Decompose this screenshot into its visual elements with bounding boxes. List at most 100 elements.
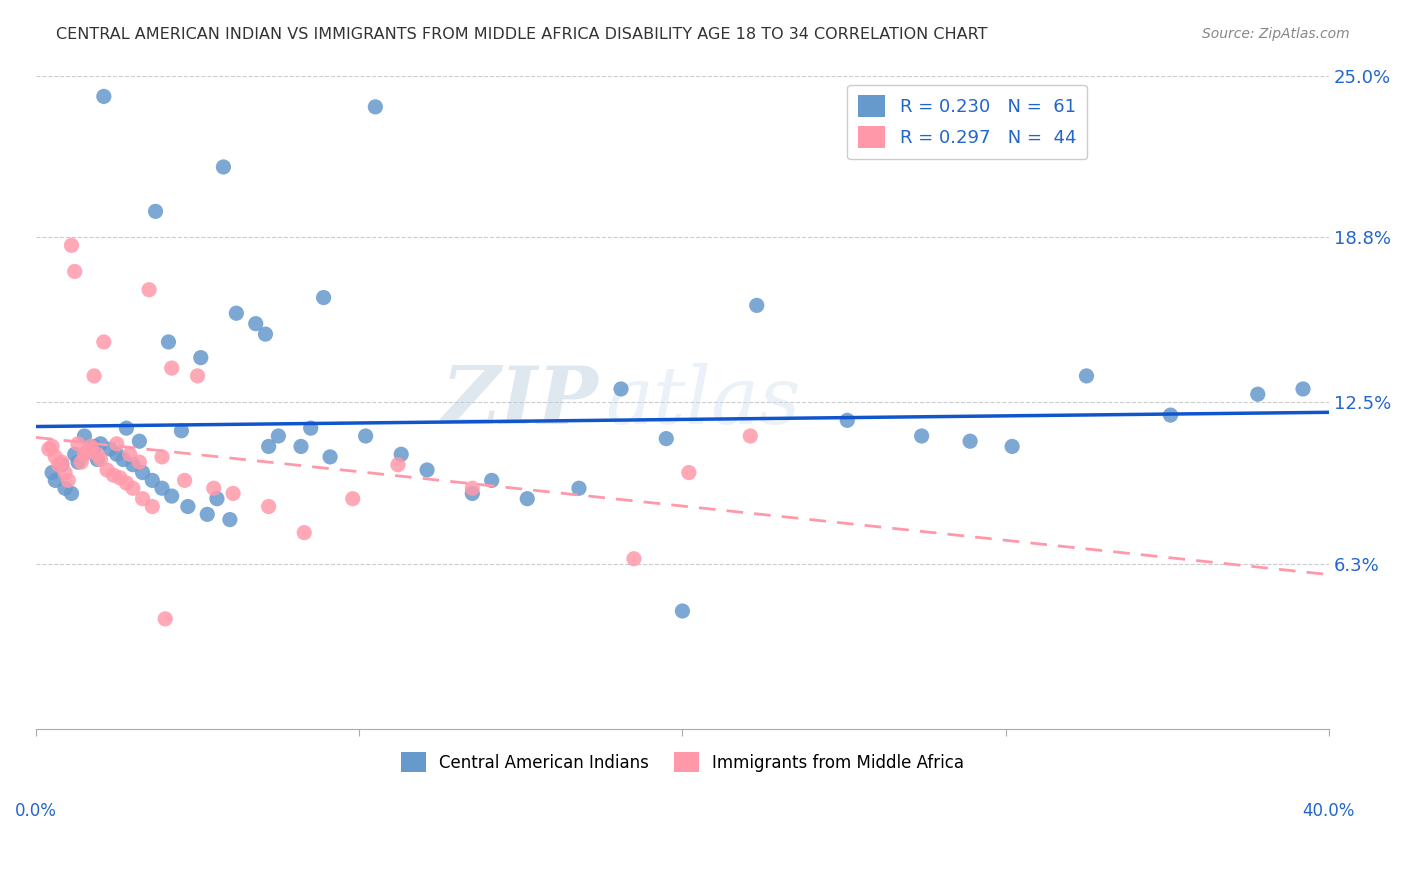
Text: ZIP: ZIP [441, 363, 599, 441]
Point [837, 413, 859, 427]
Point [58, 474, 80, 488]
Point [389, 447, 412, 461]
Point [41, 439, 63, 453]
Point [90, 452, 112, 467]
Point [122, 481, 145, 495]
Text: 0.0%: 0.0% [15, 802, 56, 820]
Point [53, 481, 76, 495]
Point [66, 455, 89, 469]
Point [41, 466, 63, 480]
Point [205, 491, 228, 506]
Point [671, 604, 693, 618]
Point [745, 298, 768, 312]
Point [131, 466, 153, 480]
Point [60, 238, 83, 252]
Point [60, 486, 83, 500]
Point [150, 450, 173, 464]
Point [90, 437, 112, 451]
Point [80, 439, 103, 453]
Point [53, 466, 76, 480]
Point [83, 439, 105, 453]
Point [610, 382, 633, 396]
Point [108, 471, 131, 485]
Point [155, 612, 177, 626]
Point [131, 491, 153, 506]
Point [257, 439, 280, 453]
Point [160, 489, 183, 503]
Point [202, 481, 225, 495]
Point [319, 450, 342, 464]
Point [212, 160, 235, 174]
Point [98, 442, 121, 456]
Point [364, 100, 387, 114]
Point [910, 429, 932, 443]
Point [1001, 439, 1024, 453]
Point [342, 491, 364, 506]
Point [73, 429, 96, 443]
Point [416, 463, 439, 477]
Point [86, 447, 108, 461]
Point [678, 466, 700, 480]
Point [141, 500, 163, 514]
Point [145, 204, 167, 219]
Point [1076, 368, 1098, 383]
Point [177, 500, 200, 514]
Point [254, 327, 277, 342]
Point [51, 455, 73, 469]
Point [290, 439, 312, 453]
Text: atlas: atlas [605, 363, 800, 441]
Point [655, 432, 678, 446]
Point [959, 434, 981, 449]
Point [128, 434, 150, 449]
Point [63, 447, 86, 461]
Point [195, 508, 218, 522]
Point [138, 283, 160, 297]
Text: 40.0%: 40.0% [1303, 802, 1355, 820]
Point [299, 421, 322, 435]
Point [83, 368, 105, 383]
Point [354, 429, 377, 443]
Point [63, 264, 86, 278]
Point [118, 447, 141, 461]
Point [740, 429, 762, 443]
Point [105, 447, 128, 461]
Point [1160, 408, 1182, 422]
Point [516, 491, 538, 506]
Point [222, 486, 245, 500]
Point [481, 474, 503, 488]
Point [115, 475, 138, 490]
Legend: R = 0.230   N =  61, R = 0.297   N =  44: R = 0.230 N = 61, R = 0.297 N = 44 [848, 85, 1087, 160]
Point [93, 89, 115, 103]
Point [48, 458, 70, 472]
Point [1247, 387, 1270, 401]
Point [38, 442, 60, 456]
Point [190, 351, 212, 365]
Point [1292, 382, 1315, 396]
Point [267, 429, 290, 443]
Point [76, 444, 98, 458]
Point [568, 481, 591, 495]
Point [245, 317, 267, 331]
Point [66, 437, 89, 451]
Point [150, 481, 173, 495]
Point [160, 361, 183, 376]
Point [44, 474, 66, 488]
Point [170, 424, 193, 438]
Point [93, 334, 115, 349]
Point [70, 455, 93, 469]
Point [173, 474, 195, 488]
Point [461, 481, 484, 495]
Point [76, 444, 98, 458]
Point [44, 450, 66, 464]
Point [103, 468, 125, 483]
Text: CENTRAL AMERICAN INDIAN VS IMMIGRANTS FROM MIDDLE AFRICA DISABILITY AGE 18 TO 34: CENTRAL AMERICAN INDIAN VS IMMIGRANTS FR… [56, 27, 988, 42]
Point [187, 368, 209, 383]
Point [105, 437, 128, 451]
Point [461, 486, 484, 500]
Point [141, 474, 163, 488]
Point [112, 452, 135, 467]
Point [96, 463, 118, 477]
Point [51, 458, 73, 472]
Point [225, 306, 247, 320]
Point [122, 458, 145, 472]
